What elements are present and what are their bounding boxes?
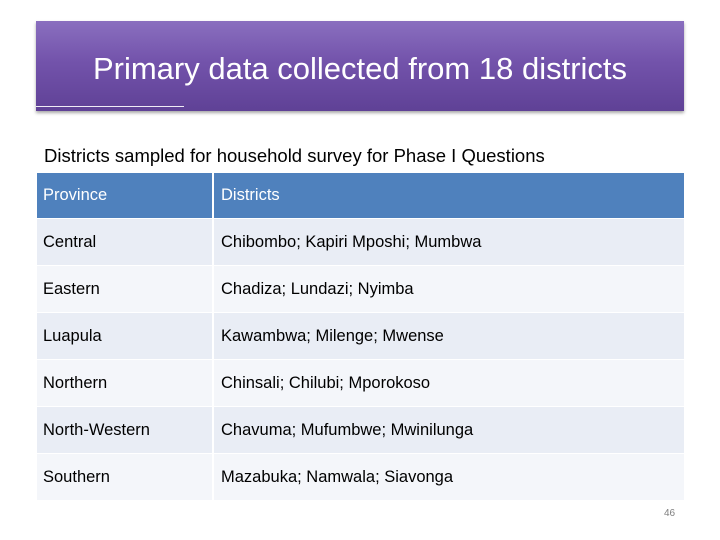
districts-cell: Chadiza; Lundazi; Nyimba [214, 266, 684, 312]
table-row: Eastern Chadiza; Lundazi; Nyimba [37, 266, 684, 313]
districts-table: Province Districts Central Chibombo; Kap… [37, 173, 684, 501]
province-cell: Northern [37, 360, 214, 406]
districts-cell: Chinsali; Chilubi; Mporokoso [214, 360, 684, 406]
table-row: Southern Mazabuka; Namwala; Siavonga [37, 454, 684, 501]
table-row: Central Chibombo; Kapiri Mposhi; Mumbwa [37, 219, 684, 266]
districts-cell: Kawambwa; Milenge; Mwense [214, 313, 684, 359]
province-cell: Southern [37, 454, 214, 500]
slide-title: Primary data collected from 18 districts [92, 51, 628, 86]
province-cell: Luapula [37, 313, 214, 359]
header-districts: Districts [214, 173, 684, 218]
table-row: Northern Chinsali; Chilubi; Mporokoso [37, 360, 684, 407]
districts-cell: Mazabuka; Namwala; Siavonga [214, 454, 684, 500]
province-cell: Central [37, 219, 214, 265]
table-caption: Districts sampled for household survey f… [44, 145, 545, 166]
title-underline [36, 106, 184, 107]
page-number: 46 [664, 508, 676, 519]
province-cell: North-Western [37, 407, 214, 453]
districts-cell: Chavuma; Mufumbwe; Mwinilunga [214, 407, 684, 453]
title-banner: Primary data collected from 18 districts [36, 21, 684, 111]
table-row: Luapula Kawambwa; Milenge; Mwense [37, 313, 684, 360]
districts-cell: Chibombo; Kapiri Mposhi; Mumbwa [214, 219, 684, 265]
province-cell: Eastern [37, 266, 214, 312]
table-header-row: Province Districts [37, 173, 684, 219]
header-province: Province [37, 173, 214, 218]
table-row: North-Western Chavuma; Mufumbwe; Mwinilu… [37, 407, 684, 454]
